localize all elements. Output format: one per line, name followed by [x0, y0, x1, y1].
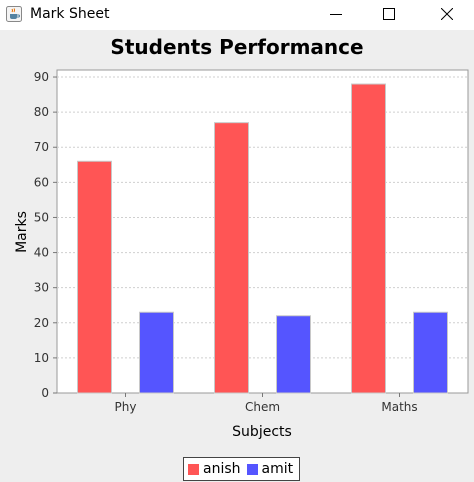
bar-anish-phy	[77, 160, 112, 394]
y-tick-label: 70	[34, 140, 49, 154]
maximize-button[interactable]	[366, 0, 412, 30]
bar-amit-phy	[139, 311, 174, 394]
legend-item-amit: amit	[246, 461, 294, 477]
chart-title: Students Performance	[110, 35, 364, 59]
java-cup-icon	[6, 6, 22, 22]
legend-item-anish: anish	[188, 461, 241, 477]
title-bar: Mark Sheet	[0, 0, 474, 30]
close-icon	[441, 8, 453, 20]
legend: anish amit	[183, 457, 301, 481]
legend-label: anish	[203, 461, 241, 477]
x-axis-label: Subjects	[232, 424, 292, 440]
x-tick-label: Maths	[381, 400, 417, 414]
legend-swatch	[246, 463, 258, 475]
x-tick-label: Chem	[245, 400, 280, 414]
y-tick-label: 90	[34, 70, 49, 84]
legend-label: amit	[261, 461, 294, 477]
legend-swatch	[188, 463, 199, 475]
y-axis-label: Marks	[14, 211, 30, 253]
y-tick-label: 40	[34, 246, 49, 260]
y-tick-label: 0	[41, 386, 49, 400]
y-tick-label: 60	[34, 175, 49, 189]
minimize-icon	[330, 14, 342, 15]
maximize-icon	[383, 8, 395, 20]
bar-anish-chem	[214, 122, 249, 394]
window-title: Mark Sheet	[30, 6, 110, 22]
y-tick-label: 50	[34, 210, 49, 224]
bar-amit-chem	[276, 315, 311, 394]
x-tick-label: Phy	[115, 400, 137, 414]
minimize-button[interactable]	[313, 0, 359, 30]
y-tick-label: 20	[34, 316, 49, 330]
close-button[interactable]	[424, 0, 470, 30]
y-tick-label: 30	[34, 281, 49, 295]
y-tick-label: 10	[34, 351, 49, 365]
bar-anish-maths	[351, 83, 386, 394]
bar-amit-maths	[413, 311, 448, 394]
plot-area	[56, 69, 469, 394]
y-tick-label: 80	[34, 105, 49, 119]
